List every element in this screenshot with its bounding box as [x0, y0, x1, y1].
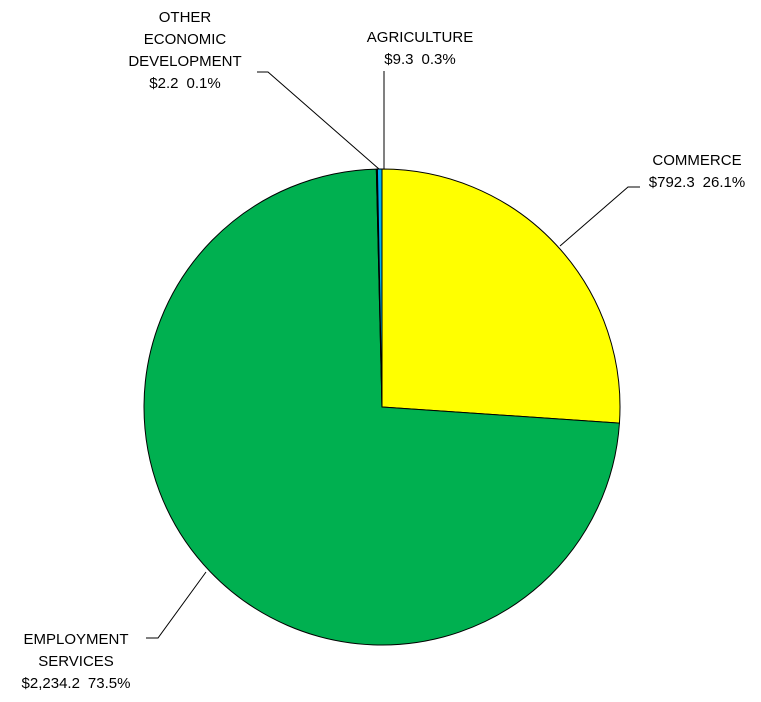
slice-percent: 73.5%: [88, 675, 131, 692]
slice-percent: 0.1%: [187, 75, 221, 92]
slice-name-label: DEVELOPMENT: [128, 53, 241, 70]
slice-name-label: AGRICULTURE: [367, 29, 473, 46]
slice-name-label: OTHER: [159, 9, 212, 26]
leader-line-other-economic-development: [257, 71, 380, 170]
slice-value-label: $9.3 0.3%: [384, 51, 455, 68]
slice-percent: 0.3%: [422, 51, 456, 68]
slice-name-label: SERVICES: [38, 653, 114, 670]
slice-value-label: $792.3 26.1%: [649, 174, 745, 191]
slice-percent: 26.1%: [703, 174, 746, 191]
slice-value: $9.3: [384, 51, 413, 68]
data-label-commerce: COMMERCE $792.3 26.1%: [649, 152, 745, 191]
pie-slices: [143, 168, 621, 646]
pie-slice-agriculture: [376, 168, 383, 408]
data-label-other-economic-development: OTHER ECONOMIC DEVELOPMENT $2.2 0.1%: [128, 9, 241, 92]
slice-value: $792.3: [649, 174, 695, 191]
data-labels: COMMERCE $792.3 26.1% EMPLOYMENT SERVICES $2,…: [22, 9, 746, 692]
leader-line-commerce: [559, 186, 640, 247]
slice-value: $2.2: [149, 75, 178, 92]
slice-value: $2,234.2: [22, 675, 80, 692]
pie-slice-commerce: [381, 168, 621, 424]
data-label-employment-services: EMPLOYMENT SERVICES $2,234.2 73.5%: [22, 631, 131, 692]
slice-name-label: COMMERCE: [652, 152, 741, 169]
leader-lines: [146, 71, 640, 639]
leader-line-employment-services: [146, 571, 207, 639]
data-label-agriculture: AGRICULTURE $9.3 0.3%: [367, 29, 473, 68]
slice-name-label: EMPLOYMENT: [23, 631, 128, 648]
slice-name-label: ECONOMIC: [144, 31, 227, 48]
slice-value-label: $2.2 0.1%: [149, 75, 220, 92]
slice-value-label: $2,234.2 73.5%: [22, 675, 131, 692]
